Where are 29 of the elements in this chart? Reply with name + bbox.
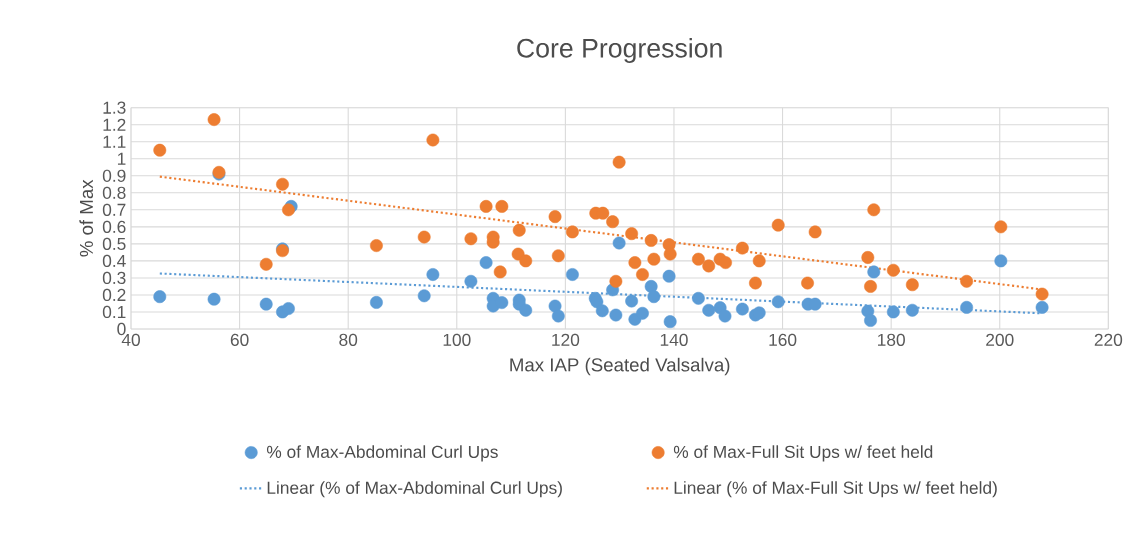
x-tick-label: 200 [986, 333, 1014, 346]
y-tick-label: 1 [117, 152, 126, 165]
y-tick-label: 0.4 [102, 254, 126, 268]
y-tick-label: 1.3 [103, 101, 126, 114]
y-tick-label: 0.7 [102, 203, 126, 216]
y-tick-label: 0.1 [102, 305, 126, 319]
legend-label: % of Max-Full Sit Ups w/ feet held [673, 445, 933, 462]
chart-title: Core Progression [517, 38, 722, 63]
y-tick-label: 0.8 [102, 186, 126, 199]
y-tick-label: 0.6 [102, 220, 126, 233]
y-tick-label: 1.1 [103, 135, 126, 148]
y-tick-label: 0.9 [102, 169, 126, 182]
x-axis-title: Max IAP (Seated Valsalva) [510, 357, 730, 376]
x-tick-label: 120 [552, 333, 580, 346]
x-tick-label: 100 [443, 333, 471, 346]
x-tick-label: 220 [1094, 333, 1123, 346]
legend-label: Linear (% of Max-Abdominal Curl Ups) [267, 481, 562, 498]
x-tick-label: 180 [878, 333, 905, 346]
y-tick-label: 0.3 [102, 271, 126, 285]
legend-label: Linear (% of Max-Full Sit Ups w/ feet held) [674, 481, 997, 498]
x-tick-label: 160 [769, 333, 797, 346]
x-tick-label: 140 [660, 333, 688, 346]
legend-label: % of Max-Abdominal Curl Ups [266, 445, 498, 462]
x-tick-label: 60 [230, 333, 249, 346]
y-tick-label: 0.5 [102, 237, 126, 250]
y-tick-label: 1.2 [103, 118, 126, 131]
y-axis-title: % of Max [79, 179, 94, 257]
x-tick-label: 80 [339, 333, 358, 346]
y-tick-label: 0.2 [102, 288, 126, 302]
